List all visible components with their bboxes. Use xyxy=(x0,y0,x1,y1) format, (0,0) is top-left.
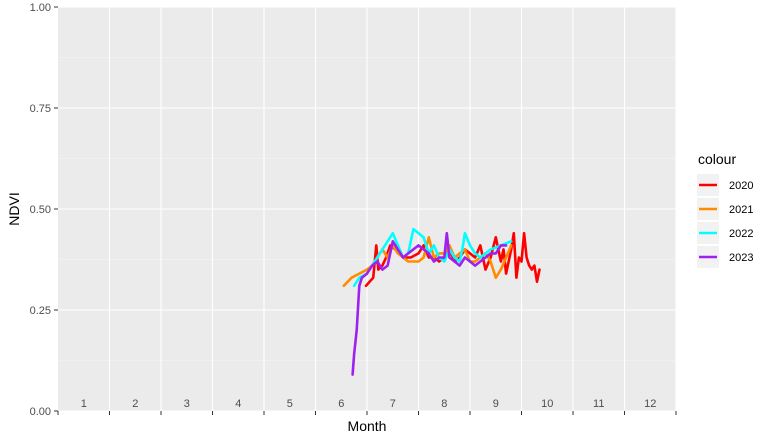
month-label: 5 xyxy=(287,398,293,410)
legend-label-2022: 2022 xyxy=(729,228,753,240)
x-axis xyxy=(57,411,677,415)
month-label: 3 xyxy=(184,398,190,410)
y-tick-label: 0.50 xyxy=(30,204,51,216)
major-grid xyxy=(58,6,677,412)
legend-title: colour xyxy=(698,151,736,167)
series-layer xyxy=(342,227,541,376)
x-axis-title: Month xyxy=(348,418,387,434)
legend: colour 2020 2021 2022 2023 xyxy=(697,151,753,268)
y-axis: 0.00 0.25 0.50 0.75 1.00 xyxy=(30,2,58,418)
y-tick-label: 0.00 xyxy=(30,406,51,418)
series-line-2022 xyxy=(352,227,513,288)
month-label: 9 xyxy=(493,398,499,410)
month-labels: 1 2 3 4 5 6 7 8 9 10 11 12 xyxy=(81,398,657,410)
series-line-2023 xyxy=(351,231,508,376)
y-tick-label: 1.00 xyxy=(30,2,51,14)
month-label: 6 xyxy=(338,398,344,410)
month-label: 10 xyxy=(541,398,553,410)
month-label: 4 xyxy=(235,398,241,410)
y-tick-label: 0.25 xyxy=(30,305,51,317)
month-label: 7 xyxy=(390,398,396,410)
month-label: 1 xyxy=(81,398,87,410)
y-axis-title: NDVI xyxy=(6,192,22,225)
month-label: 2 xyxy=(132,398,138,410)
legend-label-2023: 2023 xyxy=(729,252,753,264)
month-label: 11 xyxy=(593,398,604,410)
legend-label-2021: 2021 xyxy=(729,204,753,216)
month-label: 8 xyxy=(441,398,447,410)
legend-label-2020: 2020 xyxy=(729,180,753,192)
month-label: 12 xyxy=(644,398,656,410)
series-line-2020 xyxy=(364,231,541,288)
y-tick-label: 0.75 xyxy=(30,103,51,115)
